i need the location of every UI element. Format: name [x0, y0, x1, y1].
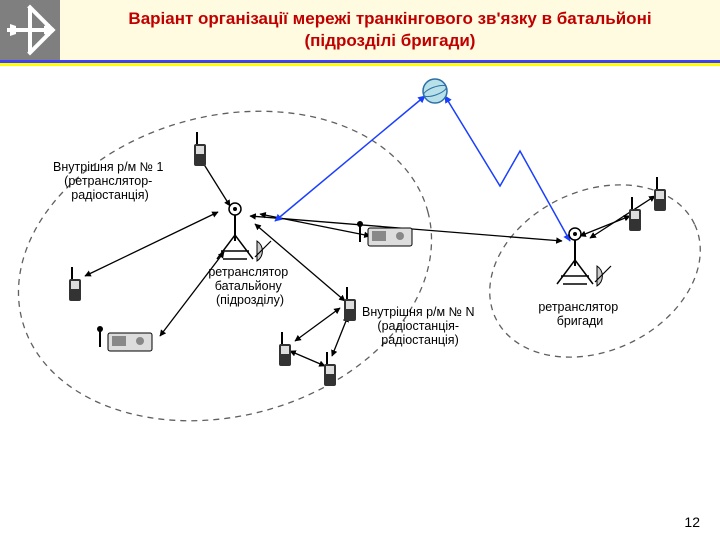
base-station-icon — [97, 326, 152, 351]
page-title: Варіант організації мережі транкінгового… — [60, 4, 720, 56]
link — [295, 308, 340, 341]
label-rmN: Внутрішня р/м № N (радіостанція- радіост… — [362, 305, 478, 347]
sat-link — [275, 96, 425, 221]
header: Варіант організації мережі транкінгового… — [0, 0, 720, 60]
radio-icon — [279, 332, 291, 366]
link — [590, 196, 655, 238]
radio-icon — [654, 177, 666, 211]
radio-icon — [69, 267, 81, 301]
link — [260, 214, 370, 236]
title-line1: Варіант організації мережі транкінгового… — [128, 9, 651, 28]
battalion-retranslator-icon — [217, 203, 271, 261]
sat-link-zigzag — [445, 96, 570, 241]
label-retr-br: ретранслятор бригади — [538, 300, 621, 328]
link — [332, 316, 348, 356]
title-line2: (підрозділі бригади) — [305, 31, 476, 50]
link — [290, 351, 325, 366]
label-retr-bat: ретранслятор батальйону (підрозділу) — [208, 265, 291, 307]
radio-icon — [324, 352, 336, 386]
military-emblem-logo — [0, 0, 60, 60]
brigade-retranslator-icon — [557, 228, 611, 286]
radio-icon — [344, 287, 356, 321]
satellite-icon — [422, 79, 447, 103]
link — [580, 216, 630, 236]
label-rm1: Внутрішня р/м № 1 (ретранслятор- радіост… — [53, 160, 167, 202]
network-diagram: Внутрішня р/м № 1 (ретранслятор- радіост… — [0, 66, 720, 540]
radio-icon — [194, 132, 206, 166]
radio-icon — [629, 197, 641, 231]
brigade-net-boundary — [461, 152, 720, 390]
link — [85, 212, 218, 276]
page-number: 12 — [684, 514, 700, 530]
